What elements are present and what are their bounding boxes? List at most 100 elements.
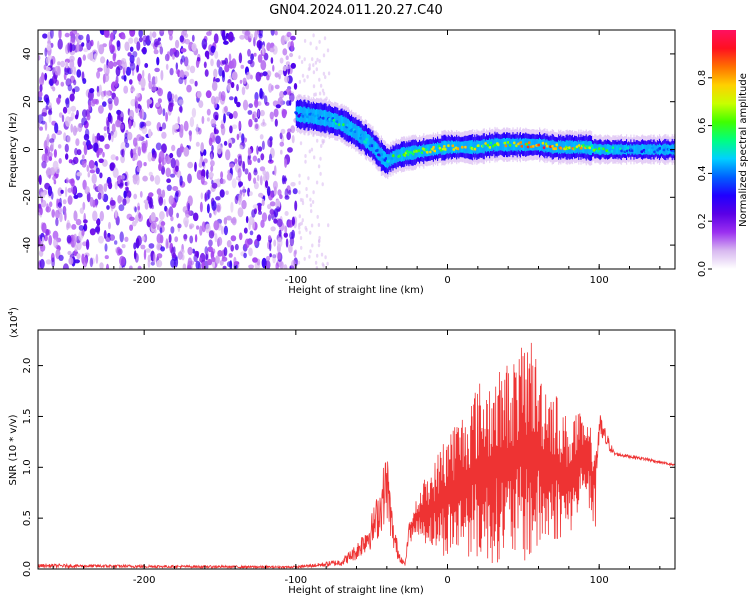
trace-core [522,138,524,151]
trace-core [325,110,327,127]
trace-core [374,141,376,155]
noise-blob [108,132,112,141]
noise-blob [261,198,265,207]
noise-blob [143,249,147,260]
noise-blob [189,65,196,74]
trace-peak [551,144,555,148]
trace-core [427,144,429,157]
noise-blob [157,37,161,42]
noise-blob [261,257,267,269]
noise-blob [216,202,222,213]
trace-core [637,144,639,155]
noise-blob [58,158,62,164]
noise-blob [135,98,139,107]
noise-blob [121,244,126,249]
trace-core [316,109,318,125]
noise-blob [236,84,239,92]
trace-core [653,143,655,155]
noise-blob [155,102,160,108]
noise-blob [214,129,219,135]
noise-blob [76,172,82,177]
trace-peak [321,116,325,120]
spectrogram-trace [294,94,675,180]
trace-peak [493,143,497,147]
noise-blob [145,248,151,253]
noise-blob [125,66,132,76]
trace-core [662,144,664,155]
noise-blob [175,62,178,71]
noise-blob [251,209,256,218]
noise-blob [166,207,169,218]
noise-blob [102,151,105,158]
noise-blob [199,257,202,263]
noise-blob [120,175,126,180]
noise-blob [174,94,178,103]
noise-blob [246,71,251,80]
trace-peak [376,148,380,152]
noise-blob [211,200,217,211]
noise-blob [87,144,93,150]
trace-peak [542,146,546,150]
noise-blob [286,131,292,141]
noise-blob [52,175,56,181]
trace-core [621,144,623,155]
trace-peak [559,146,563,150]
noise-blob [238,132,242,138]
trace-core [436,143,438,155]
trace-peak [506,141,510,144]
noise-blob [268,83,273,93]
noise-blob [38,90,43,98]
noise-blob [205,253,209,260]
trace-peak [313,114,317,118]
noise-blob [156,224,160,231]
noise-blob [194,80,198,87]
noise-blob [149,197,154,208]
trace-core [459,141,461,153]
noise-blob [241,199,247,210]
noise-speckle [326,261,329,266]
noise-speckle [301,218,304,223]
noise-blob [69,93,75,102]
noise-blob [265,101,270,106]
noise-blob [183,120,189,132]
noise-blob [201,221,206,233]
noise-blob [123,190,127,199]
trace-peak [503,141,507,145]
trace-core [339,115,341,130]
noise-blob [223,247,228,257]
noise-blob [284,75,290,83]
trace-core [347,118,350,136]
noise-speckle [313,155,316,160]
noise-blob [217,250,223,257]
noise-blob [159,46,164,55]
noise-speckle [298,190,301,195]
trace-core [484,140,486,152]
noise-blob [233,256,237,267]
noise-speckle [299,236,303,240]
noise-blob [65,153,69,160]
noise-blob [159,234,164,244]
x-tick-label: -200 [133,275,156,286]
noise-blob [156,259,163,268]
noise-blob [124,132,128,140]
noise-speckle [301,73,305,78]
noise-blob [156,188,162,196]
noise-speckle [300,221,303,226]
noise-blob [253,169,258,176]
noise-blob [45,97,49,104]
noise-blob [274,72,279,78]
trace-core [309,109,311,123]
y-tick-label: -40 [22,237,33,253]
noise-blob [71,224,77,230]
noise-blob [256,145,259,155]
noise-blob [96,223,100,235]
trace-core [394,150,396,163]
noise-speckle [322,91,326,96]
trace-core [381,149,383,165]
noise-blob [194,250,199,257]
noise-speckle [310,209,313,214]
noise-blob [44,72,48,81]
noise-blob [114,240,118,245]
noise-blob [81,229,85,236]
noise-speckle [321,138,324,143]
